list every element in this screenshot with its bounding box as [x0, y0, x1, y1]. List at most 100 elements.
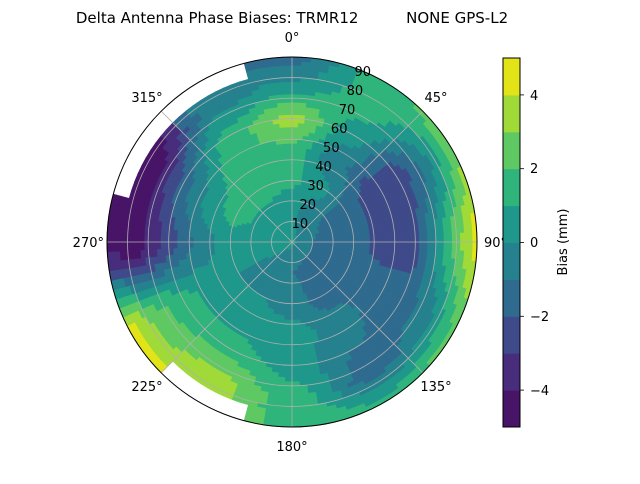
- contour-cell: [230, 245, 234, 248]
- contour-cell: [292, 94, 300, 98]
- contour-cell: [292, 90, 300, 94]
- contour-cell: [287, 341, 292, 345]
- contour-cell: [295, 303, 299, 307]
- contour-cell: [198, 232, 202, 237]
- contour-cell: [202, 237, 206, 242]
- contour-cell: [415, 235, 419, 242]
- contour-cell: [285, 373, 292, 377]
- contour-cell: [115, 242, 119, 251]
- contour-cell: [427, 235, 431, 242]
- contour-cell: [177, 242, 181, 248]
- contour-cell: [284, 386, 292, 390]
- contour-cell: [292, 291, 295, 295]
- contour-cell: [292, 86, 300, 90]
- contour-cell: [214, 242, 218, 246]
- contour-cell: [297, 152, 302, 156]
- contour-cell: [284, 382, 292, 386]
- contour-cell: [374, 237, 378, 242]
- contour-cell: [128, 233, 132, 242]
- contour-cell: [165, 235, 169, 242]
- contour-cell: [292, 308, 296, 312]
- contour-cell: [297, 332, 302, 336]
- contour-cell: [160, 242, 164, 249]
- contour-cell: [370, 242, 374, 246]
- contour-cell: [354, 242, 358, 245]
- contour-cell: [218, 242, 222, 246]
- contour-cell: [295, 299, 298, 303]
- contour-cell: [132, 234, 136, 242]
- contour-cell: [469, 242, 473, 251]
- contour-cell: [287, 328, 292, 332]
- contour-cell: [386, 247, 390, 252]
- contour-cell: [292, 73, 301, 77]
- contour-cell: [292, 143, 297, 147]
- contour-cell: [177, 236, 181, 242]
- contour-cell: [341, 239, 345, 242]
- contour-cell: [282, 332, 287, 336]
- contour-cell: [436, 242, 440, 250]
- contour-cell: [284, 390, 292, 394]
- contour-cell: [464, 233, 468, 242]
- contour-cell: [289, 299, 292, 303]
- contour-cell: [456, 233, 460, 242]
- contour-cell: [292, 406, 301, 410]
- contour-cell: [283, 328, 288, 332]
- contour-cell: [197, 242, 201, 247]
- contour-cell: [123, 233, 127, 242]
- contour-cell: [378, 242, 382, 247]
- contour-cell: [128, 242, 132, 251]
- contour-cell: [288, 320, 292, 324]
- contour-cell: [358, 242, 362, 246]
- contour-cell: [226, 239, 230, 242]
- contour-cell: [432, 242, 436, 250]
- contour-cell: [297, 328, 302, 332]
- contour-cell: [395, 242, 399, 248]
- contour-cell: [464, 242, 468, 251]
- contour-cell: [292, 365, 299, 369]
- contour-cell: [284, 398, 292, 402]
- contour-cell: [285, 365, 292, 369]
- contour-cell: [444, 234, 448, 242]
- contour-cell: [119, 233, 123, 242]
- contour-cell: [292, 312, 296, 316]
- contour-cell: [382, 237, 386, 242]
- contour-cell: [283, 410, 292, 414]
- contour-cell: [119, 242, 123, 251]
- contour-cell: [181, 242, 185, 248]
- contour-cell: [226, 242, 230, 245]
- contour-cell: [288, 316, 292, 320]
- contour-cell: [292, 160, 296, 164]
- contour-cell: [292, 373, 299, 377]
- contour-cell: [292, 295, 295, 299]
- contour-cell: [292, 382, 300, 386]
- contour-cell: [193, 242, 197, 247]
- contour-cell: [160, 235, 164, 242]
- contour-cell: [165, 242, 169, 249]
- contour-cell: [292, 69, 301, 73]
- contour-cell: [202, 242, 206, 247]
- contour-cell: [354, 239, 358, 242]
- contour-cell: [292, 345, 298, 349]
- contour-cell: [181, 236, 185, 242]
- contour-cell: [419, 235, 423, 242]
- contour-cell: [292, 357, 298, 361]
- contour-cell: [378, 247, 382, 252]
- contour-cell: [460, 233, 464, 242]
- contour-cell: [374, 242, 378, 247]
- contour-cell: [292, 139, 297, 143]
- contour-cell: [382, 247, 386, 252]
- contour-cell: [292, 398, 300, 402]
- contour-cell: [423, 235, 427, 242]
- contour-cell: [295, 307, 299, 311]
- contour-cell: [286, 353, 292, 357]
- contour-cell: [287, 332, 292, 336]
- contour-cell: [197, 237, 201, 242]
- contour-cell: [156, 242, 160, 249]
- contour-cell: [386, 237, 390, 242]
- contour-cell: [382, 242, 386, 247]
- contour-cell: [286, 345, 292, 349]
- contour-cell: [292, 386, 300, 390]
- contour-cell: [378, 237, 382, 242]
- contour-cell: [292, 394, 300, 398]
